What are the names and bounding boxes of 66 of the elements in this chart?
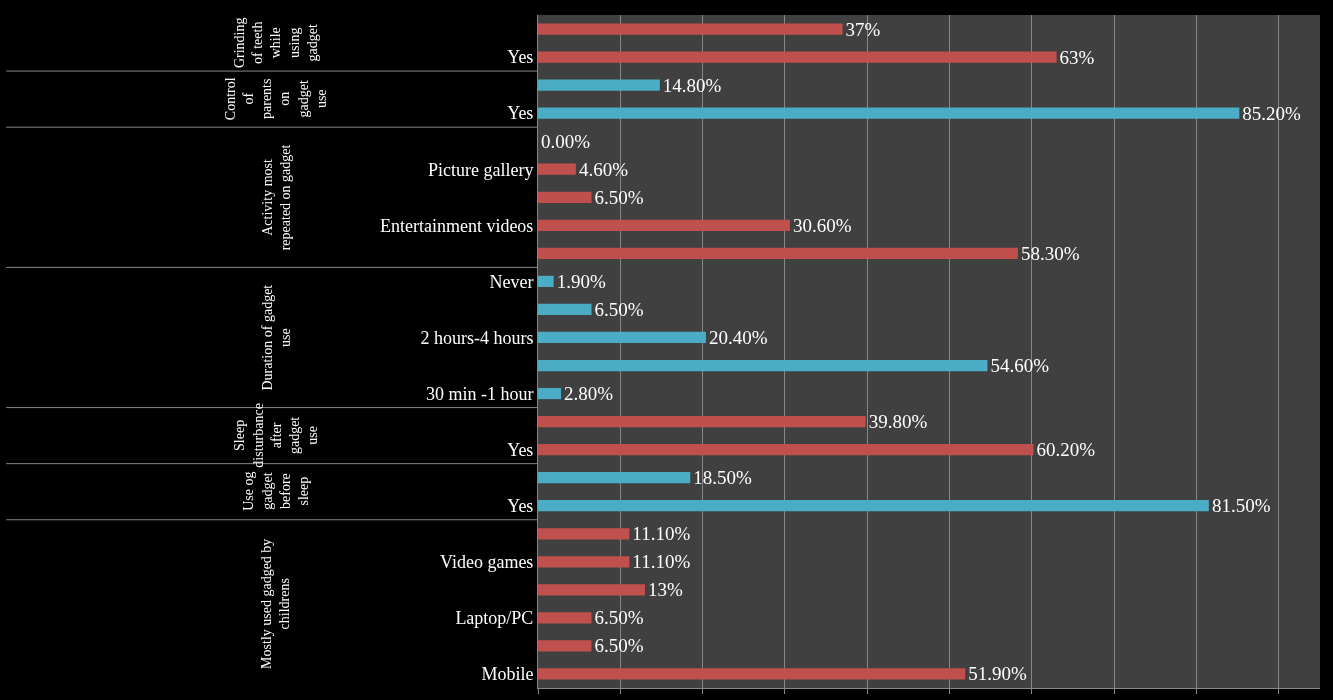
bar — [538, 472, 691, 484]
bar — [538, 303, 592, 316]
text: Duration of gadget use — [259, 284, 293, 391]
bar — [538, 23, 843, 35]
data-label: 60.20% — [1036, 439, 1096, 461]
bar — [538, 51, 1057, 63]
data-label: 4.60% — [578, 158, 629, 180]
bar — [538, 191, 592, 203]
data-label: 6.50% — [594, 607, 644, 629]
y-tick-label: Yes — [507, 103, 534, 124]
y-tick-label: Picture gallery — [427, 159, 534, 180]
bar — [538, 79, 660, 91]
text: Grinding of teeth while using gadget — [231, 17, 320, 69]
data-label: 6.50% — [594, 186, 644, 208]
bar — [538, 387, 562, 400]
bar — [538, 584, 646, 596]
text: Mostly used gadged by childrens — [259, 538, 293, 669]
data-label: 30.60% — [792, 214, 852, 236]
data-label: 63% — [1059, 46, 1095, 68]
text: Control of parents on gadget use — [222, 77, 329, 121]
data-label: 37% — [845, 18, 881, 40]
bar — [538, 416, 866, 428]
bar — [538, 640, 592, 652]
text: Use og gadget before sleep — [241, 471, 311, 511]
y-tick-label: Never — [489, 271, 534, 292]
bar — [538, 107, 1240, 119]
y-tick-label: 2 hours-4 hours — [420, 327, 534, 348]
data-label: 14.80% — [662, 74, 722, 96]
y-tick-label: Yes — [507, 47, 534, 68]
data-label: 1.90% — [556, 270, 606, 292]
data-label: 11.10% — [632, 523, 691, 545]
data-label: 11.10% — [632, 551, 691, 573]
y-tick-label: 30 min -1 hour — [425, 383, 534, 404]
data-label: 2.80% — [564, 383, 614, 405]
bar — [538, 612, 592, 624]
data-label: 6.50% — [594, 635, 644, 657]
data-label: 58.30% — [1020, 242, 1080, 264]
y-tick-label: Laptop/PC — [455, 608, 534, 629]
data-label: 54.60% — [990, 355, 1050, 377]
data-label: 85.20% — [1242, 102, 1302, 124]
data-label: 20.40% — [708, 326, 768, 348]
y-tick-label: Video games — [439, 552, 534, 573]
text: Activity most repeated on gadget — [259, 144, 293, 251]
y-tick-label: Yes — [507, 496, 534, 517]
bar — [538, 331, 706, 344]
y-tick-label: Entertainment videos — [379, 215, 534, 236]
bar — [538, 444, 1034, 456]
bar — [538, 247, 1018, 259]
bar — [538, 528, 630, 540]
bar — [538, 556, 630, 568]
bar — [538, 668, 966, 680]
bar — [538, 219, 790, 231]
data-label: 51.90% — [968, 663, 1027, 685]
data-label: 18.50% — [693, 467, 753, 489]
y-tick-label: Mobile — [481, 664, 534, 685]
y-tick-label: Yes — [507, 439, 534, 460]
data-label: 39.80% — [868, 411, 928, 433]
data-label: 13% — [648, 579, 684, 601]
data-label: 81.50% — [1211, 495, 1271, 517]
data-label: 6.50% — [594, 298, 644, 320]
data-label: 0.00% — [541, 130, 591, 152]
bar — [538, 359, 988, 372]
bar — [538, 163, 576, 175]
bar — [538, 500, 1209, 512]
text: Sleep disturbance after gadget use — [232, 403, 321, 468]
bar — [538, 275, 554, 287]
